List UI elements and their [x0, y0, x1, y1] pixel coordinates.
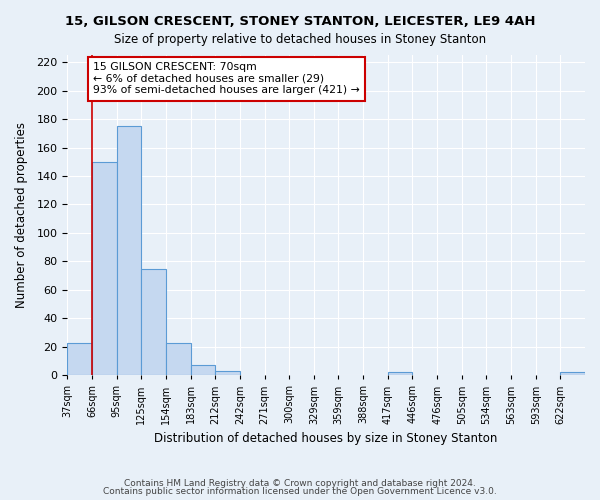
Bar [191, 366, 215, 376]
Text: 15, GILSON CRESCENT, STONEY STANTON, LEICESTER, LE9 4AH: 15, GILSON CRESCENT, STONEY STANTON, LEI… [65, 15, 535, 28]
Bar [388, 372, 412, 376]
Y-axis label: Number of detached properties: Number of detached properties [15, 122, 28, 308]
Text: Contains public sector information licensed under the Open Government Licence v3: Contains public sector information licen… [103, 487, 497, 496]
X-axis label: Distribution of detached houses by size in Stoney Stanton: Distribution of detached houses by size … [154, 432, 498, 445]
Bar [92, 162, 116, 376]
Bar [141, 268, 166, 376]
Bar [166, 342, 191, 376]
Bar [560, 372, 585, 376]
Bar [215, 371, 240, 376]
Text: Contains HM Land Registry data © Crown copyright and database right 2024.: Contains HM Land Registry data © Crown c… [124, 478, 476, 488]
Text: 15 GILSON CRESCENT: 70sqm
← 6% of detached houses are smaller (29)
93% of semi-d: 15 GILSON CRESCENT: 70sqm ← 6% of detach… [93, 62, 360, 96]
Text: Size of property relative to detached houses in Stoney Stanton: Size of property relative to detached ho… [114, 32, 486, 46]
Bar [116, 126, 141, 376]
Bar [67, 342, 92, 376]
